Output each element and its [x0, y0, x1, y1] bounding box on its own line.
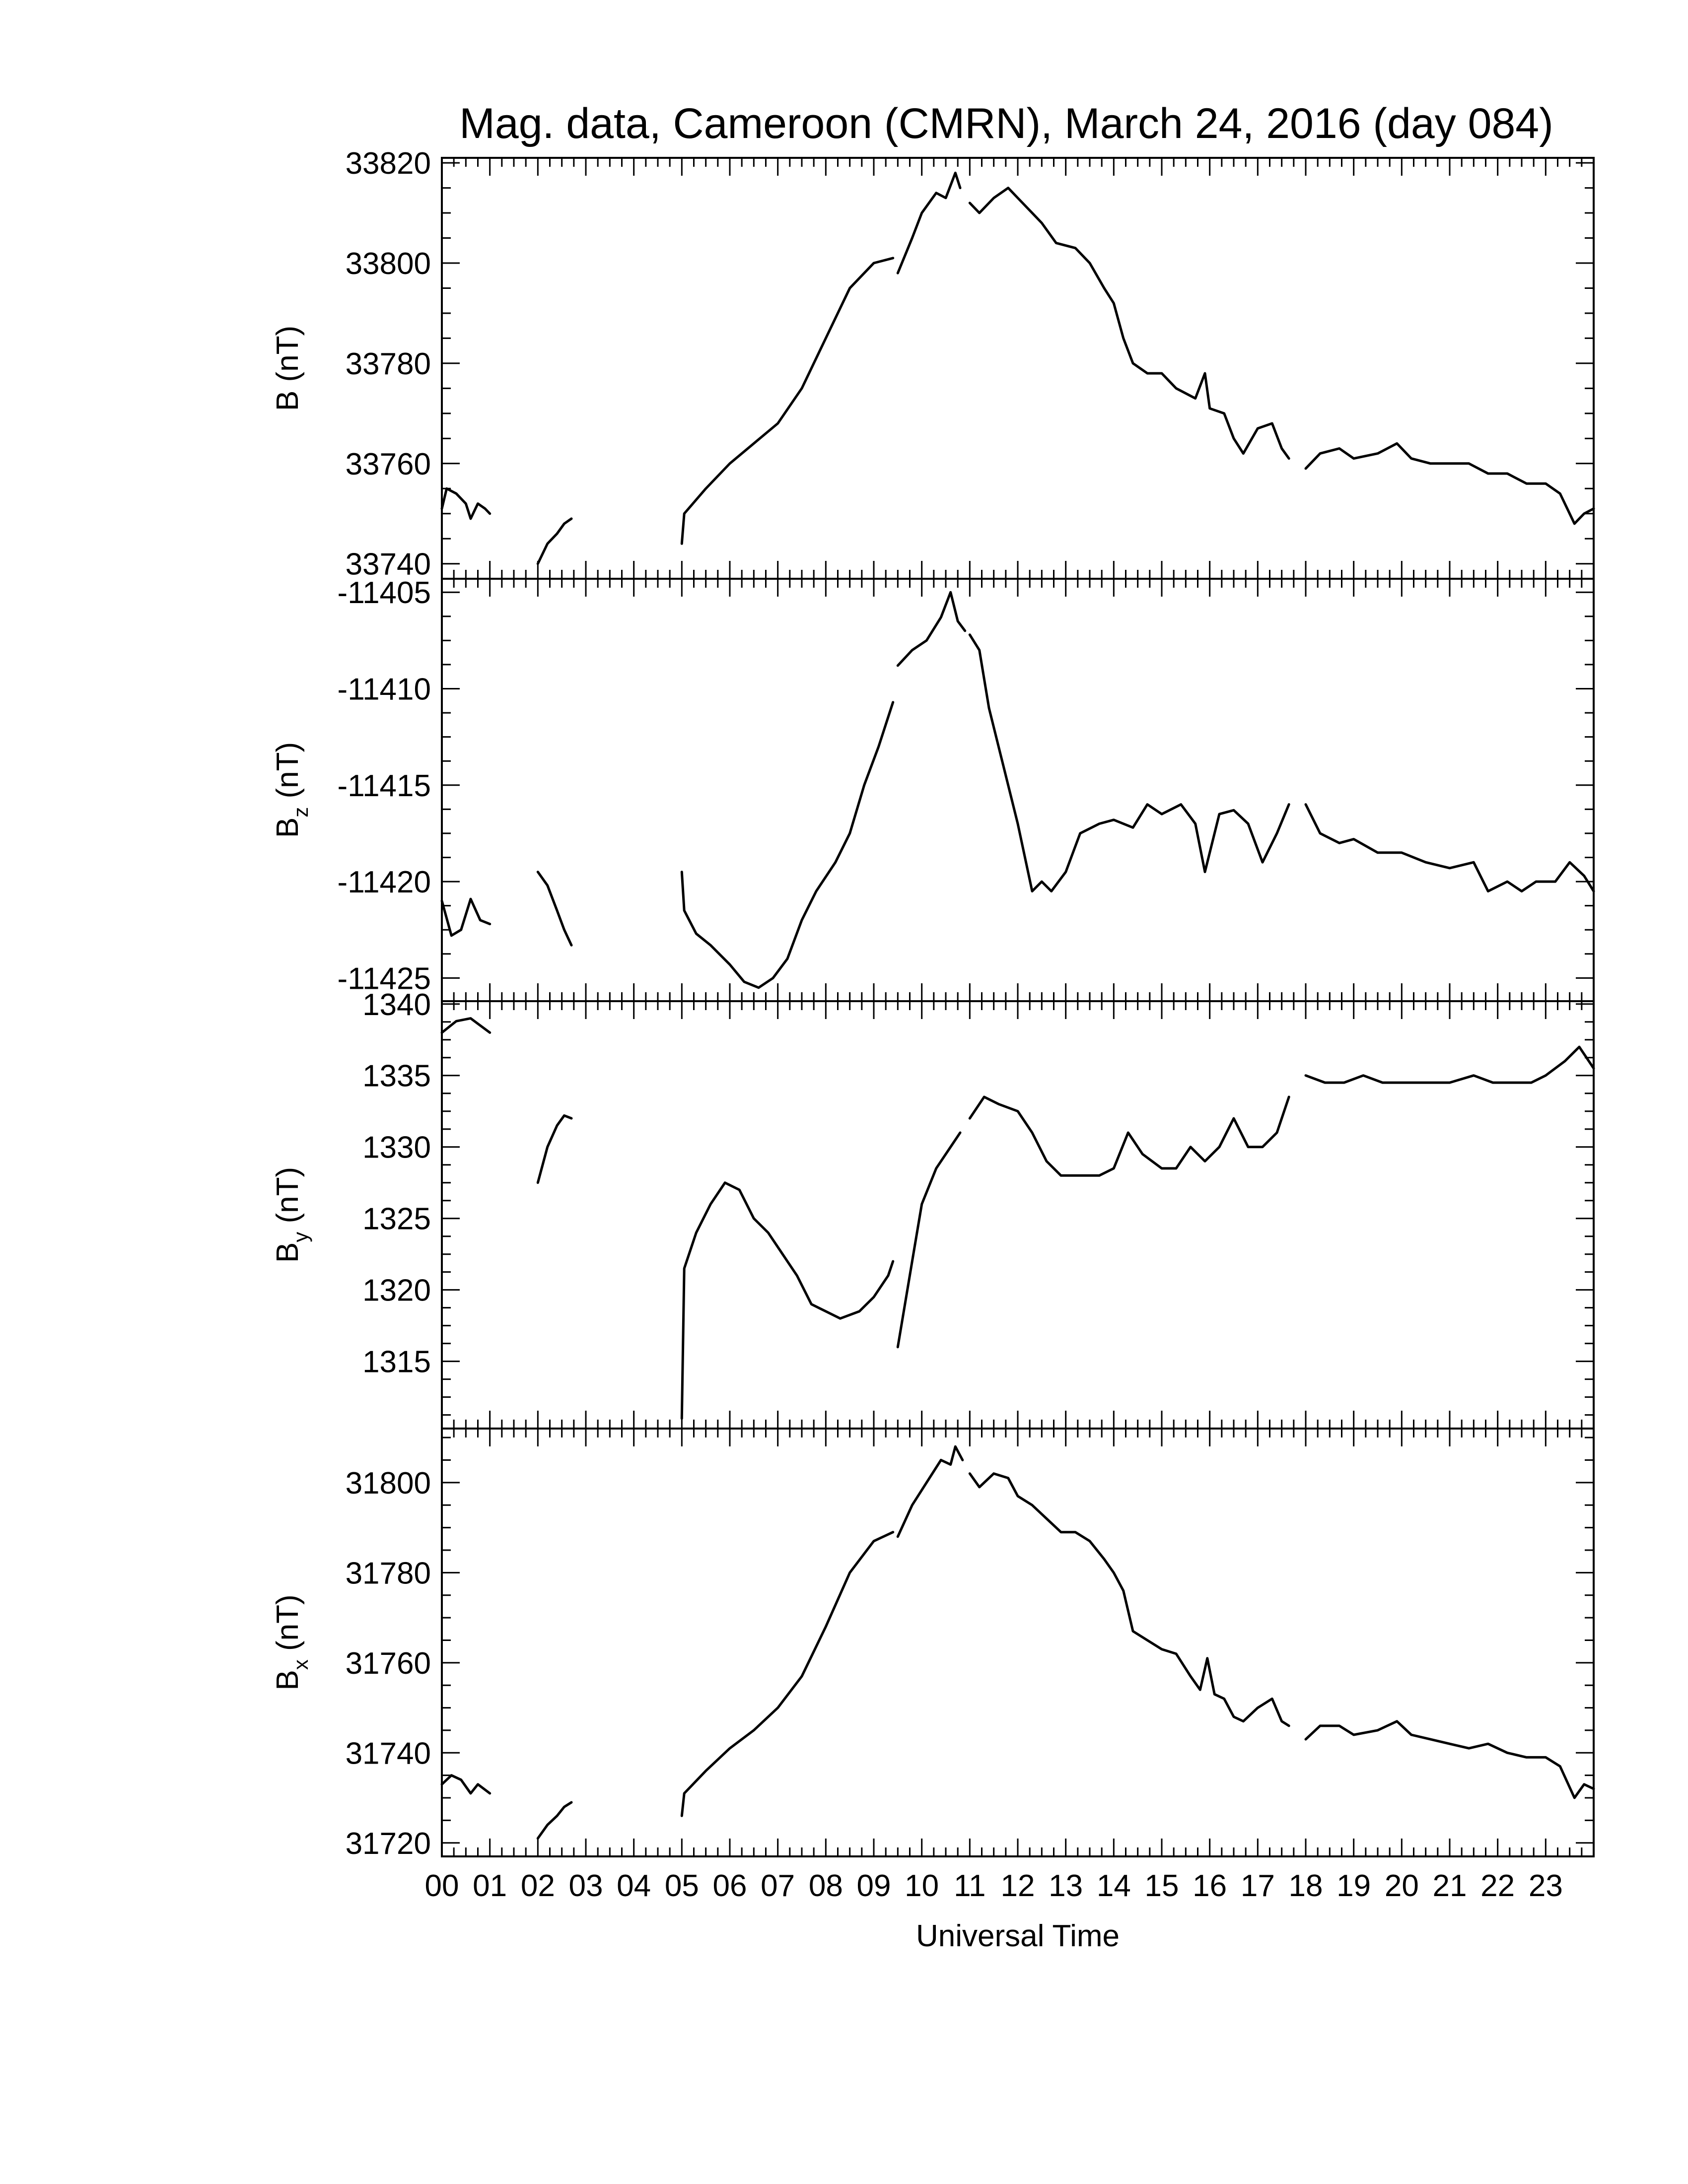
y-tick-label: 1315 [362, 1345, 431, 1379]
plot-frame [441, 157, 1595, 580]
data-trace-segment [968, 1095, 1290, 1177]
x-axis-label: Universal Time [916, 1919, 1120, 1953]
data-trace-segment [440, 487, 492, 520]
x-tick-label: 19 [1336, 1869, 1371, 1903]
plot-frame [441, 1000, 1595, 1430]
y-axis-label: B (nT) [271, 326, 305, 411]
panel-by: 1315 1320 1325 1330 1335 1340 By (nT) [271, 988, 1595, 1430]
x-tick-label: 18 [1289, 1869, 1323, 1903]
data-trace-segment [680, 257, 895, 545]
y-tick-label: 1340 [362, 988, 431, 1022]
y-axis-label: Bz (nT) [271, 742, 312, 838]
data-trace-segment [896, 1445, 964, 1538]
data-trace-segment [968, 187, 1290, 460]
data-trace-segment [680, 1181, 895, 1420]
y-tick-label: 31720 [346, 1827, 431, 1861]
data-trace-segment [896, 171, 962, 274]
x-tick-label: 08 [809, 1869, 843, 1903]
x-tick-label: 15 [1145, 1869, 1179, 1903]
y-tick-label: 33820 [346, 146, 431, 181]
y-tick-label: 1330 [362, 1131, 431, 1165]
y-tick-label: 33780 [346, 347, 431, 381]
y-tick-label: 33740 [346, 547, 431, 582]
data-trace-segment [1304, 803, 1595, 892]
data-trace-segment [440, 897, 492, 937]
y-tick-label: 31780 [346, 1556, 431, 1590]
y-axis-label: By (nT) [271, 1167, 312, 1263]
x-tick-label: 23 [1529, 1869, 1563, 1903]
x-tick-label: 02 [521, 1869, 555, 1903]
y-tick-label: 1335 [362, 1059, 431, 1093]
x-tick-label: 01 [473, 1869, 507, 1903]
plot-frame [441, 578, 1595, 1002]
data-trace-segment [536, 1801, 573, 1840]
x-tick-label: 11 [954, 1869, 985, 1903]
x-tick-label: 00 [425, 1869, 459, 1903]
x-tick-label: 03 [569, 1869, 603, 1903]
data-trace-segment [440, 1774, 492, 1795]
x-tick-label: 09 [857, 1869, 891, 1903]
x-tick-label: 21 [1433, 1869, 1467, 1903]
data-trace-segment [1304, 442, 1595, 525]
x-tick-label: 16 [1193, 1869, 1227, 1903]
data-trace-segment [1304, 1720, 1595, 1799]
y-tick-label: 33800 [346, 247, 431, 281]
panel-bz: -11425 -11420 -11415 -11410 -11405 Bz (nT) [271, 576, 1595, 1002]
data-trace-segment [536, 1114, 573, 1184]
x-tick-label: 10 [905, 1869, 939, 1903]
y-tick-label: -11425 [338, 961, 431, 996]
data-trace-segment [536, 517, 573, 565]
x-tick-label: 17 [1241, 1869, 1275, 1903]
y-tick-label: -11420 [338, 865, 431, 899]
x-tick-label: 20 [1385, 1869, 1419, 1903]
x-tick-label: 13 [1049, 1869, 1083, 1903]
data-trace-segment [968, 1472, 1290, 1727]
data-trace-segment [440, 1017, 492, 1034]
data-trace-segment [1304, 1045, 1595, 1084]
y-tick-label: -11415 [338, 769, 431, 803]
y-tick-label: 31760 [346, 1646, 431, 1681]
data-trace-segment [968, 633, 1290, 892]
x-tick-label: 12 [1001, 1869, 1035, 1903]
x-tick-label: 14 [1097, 1869, 1131, 1903]
x-tick-label: 07 [761, 1869, 795, 1903]
data-trace-segment [536, 871, 573, 947]
y-tick-label: 1320 [362, 1274, 431, 1308]
data-trace-segment [680, 1531, 895, 1817]
x-tick-label: 05 [665, 1869, 699, 1903]
y-tick-label: 31740 [346, 1736, 431, 1771]
x-tick-label: 22 [1480, 1869, 1515, 1903]
data-trace-segment [680, 701, 895, 989]
y-tick-label: 1325 [362, 1202, 431, 1236]
y-axis-label: Bx (nT) [271, 1594, 312, 1690]
x-tick-label: 06 [713, 1869, 747, 1903]
data-trace-segment [896, 591, 967, 667]
plot-frame [441, 1428, 1595, 1857]
y-tick-label: -11410 [338, 672, 431, 706]
y-tick-label: 33760 [346, 447, 431, 481]
panel-bx: 31720 31740 31760 31780 31800 Bx (nT) 00 01 02 03… [271, 1428, 1595, 1903]
data-trace-segment [896, 1131, 962, 1349]
panel-b: 33740 33760 33780 33800 33820 B (nT) [271, 146, 1595, 582]
chart-title: Mag. data, Cameroon (CMRN), March 24, 20… [459, 100, 1553, 147]
x-tick-label: 04 [617, 1869, 651, 1903]
y-tick-label: -11405 [338, 576, 431, 610]
y-tick-label: 31800 [346, 1466, 431, 1501]
